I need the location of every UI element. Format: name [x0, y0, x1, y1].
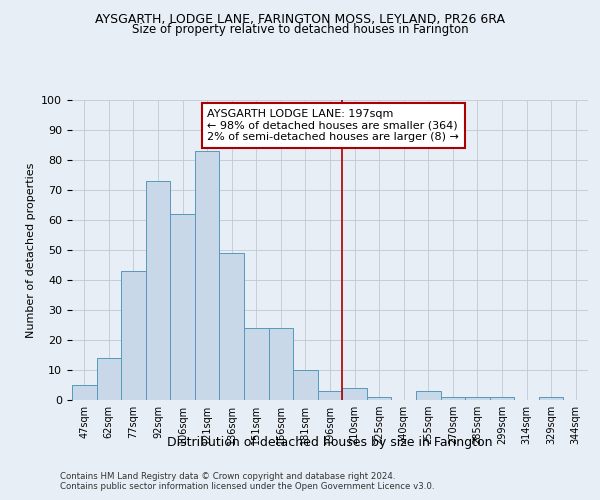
Text: AYSGARTH, LODGE LANE, FARINGTON MOSS, LEYLAND, PR26 6RA: AYSGARTH, LODGE LANE, FARINGTON MOSS, LE… [95, 12, 505, 26]
Bar [293, 370, 318, 400]
Bar [416, 391, 440, 400]
Bar [146, 181, 170, 400]
Bar [121, 271, 146, 400]
Text: Contains public sector information licensed under the Open Government Licence v3: Contains public sector information licen… [60, 482, 434, 491]
Bar [220, 253, 244, 400]
Text: Distribution of detached houses by size in Farington: Distribution of detached houses by size … [167, 436, 493, 449]
Bar [490, 397, 514, 400]
Y-axis label: Number of detached properties: Number of detached properties [26, 162, 36, 338]
Bar [440, 397, 465, 400]
Bar [367, 397, 391, 400]
Bar [318, 391, 342, 400]
Bar [170, 214, 195, 400]
Bar [97, 358, 121, 400]
Bar [72, 385, 97, 400]
Bar [342, 388, 367, 400]
Bar [195, 151, 220, 400]
Bar [465, 397, 490, 400]
Text: AYSGARTH LODGE LANE: 197sqm
← 98% of detached houses are smaller (364)
2% of sem: AYSGARTH LODGE LANE: 197sqm ← 98% of det… [207, 109, 459, 142]
Text: Contains HM Land Registry data © Crown copyright and database right 2024.: Contains HM Land Registry data © Crown c… [60, 472, 395, 481]
Bar [244, 328, 269, 400]
Text: Size of property relative to detached houses in Farington: Size of property relative to detached ho… [131, 22, 469, 36]
Bar [539, 397, 563, 400]
Bar [269, 328, 293, 400]
